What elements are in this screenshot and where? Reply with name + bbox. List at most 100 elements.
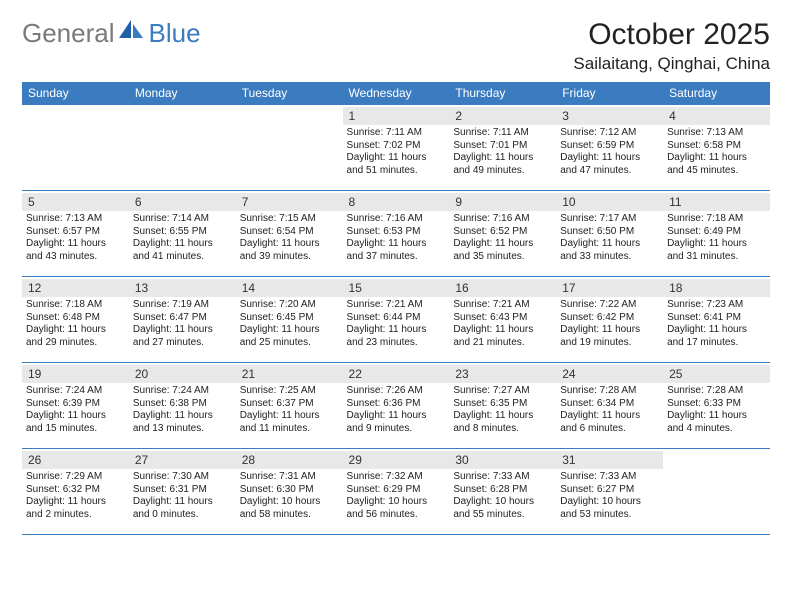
calendar-body: 1 Sunrise: 7:11 AMSunset: 7:02 PMDaylight… xyxy=(22,105,770,535)
day-details: Sunrise: 7:11 AMSunset: 7:02 PMDaylight:… xyxy=(347,127,446,177)
day-number: 25 xyxy=(663,365,770,383)
day-details: Sunrise: 7:24 AMSunset: 6:38 PMDaylight:… xyxy=(133,385,232,435)
day-details: Sunrise: 7:25 AMSunset: 6:37 PMDaylight:… xyxy=(240,385,339,435)
day-number: 4 xyxy=(663,107,770,125)
calendar-header-row: SundayMondayTuesdayWednesdayThursdayFrid… xyxy=(22,82,770,105)
day-number: 20 xyxy=(129,365,236,383)
calendar-page: General Blue October 2025 Sailaitang, Qi… xyxy=(0,0,792,612)
day-number: 3 xyxy=(556,107,663,125)
calendar-day-cell: 8 Sunrise: 7:16 AMSunset: 6:53 PMDaylight… xyxy=(343,191,450,277)
day-details: Sunrise: 7:26 AMSunset: 6:36 PMDaylight:… xyxy=(347,385,446,435)
day-details: Sunrise: 7:21 AMSunset: 6:43 PMDaylight:… xyxy=(453,299,552,349)
calendar-day-cell: 15Sunrise: 7:21 AMSunset: 6:44 PMDayligh… xyxy=(343,277,450,363)
day-number xyxy=(129,107,236,111)
day-number: 6 xyxy=(129,193,236,211)
day-number xyxy=(663,451,770,455)
day-details: Sunrise: 7:24 AMSunset: 6:39 PMDaylight:… xyxy=(26,385,125,435)
calendar-day-cell: 14Sunrise: 7:20 AMSunset: 6:45 PMDayligh… xyxy=(236,277,343,363)
day-number xyxy=(22,107,129,111)
title-block: October 2025 Sailaitang, Qinghai, China xyxy=(573,18,770,74)
calendar-week-row: 19 Sunrise: 7:24 AMSunset: 6:39 PMDayligh… xyxy=(22,363,770,449)
calendar-day-cell: 17 Sunrise: 7:22 AMSunset: 6:42 PMDayligh… xyxy=(556,277,663,363)
day-header: Tuesday xyxy=(236,82,343,105)
day-number xyxy=(236,107,343,111)
day-header: Sunday xyxy=(22,82,129,105)
day-details: Sunrise: 7:33 AMSunset: 6:27 PMDaylight:… xyxy=(560,471,659,521)
location: Sailaitang, Qinghai, China xyxy=(573,54,770,74)
day-details: Sunrise: 7:16 AMSunset: 6:52 PMDaylight:… xyxy=(453,213,552,263)
day-number: 22 xyxy=(343,365,450,383)
day-number: 23 xyxy=(449,365,556,383)
day-number: 14 xyxy=(236,279,343,297)
calendar-week-row: 1 Sunrise: 7:11 AMSunset: 7:02 PMDaylight… xyxy=(22,105,770,191)
day-number: 7 xyxy=(236,193,343,211)
day-details: Sunrise: 7:31 AMSunset: 6:30 PMDaylight:… xyxy=(240,471,339,521)
logo-text-blue: Blue xyxy=(149,18,201,49)
calendar-day-cell: 31 Sunrise: 7:33 AMSunset: 6:27 PMDayligh… xyxy=(556,449,663,535)
day-number: 1 xyxy=(343,107,450,125)
day-details: Sunrise: 7:22 AMSunset: 6:42 PMDaylight:… xyxy=(560,299,659,349)
calendar-table: SundayMondayTuesdayWednesdayThursdayFrid… xyxy=(22,82,770,535)
calendar-day-cell: 7Sunrise: 7:15 AMSunset: 6:54 PMDaylight… xyxy=(236,191,343,277)
calendar-day-cell: 19 Sunrise: 7:24 AMSunset: 6:39 PMDayligh… xyxy=(22,363,129,449)
day-details: Sunrise: 7:12 AMSunset: 6:59 PMDaylight:… xyxy=(560,127,659,177)
day-number: 16 xyxy=(449,279,556,297)
calendar-day-cell: 2Sunrise: 7:11 AMSunset: 7:01 PMDaylight… xyxy=(449,105,556,191)
day-header: Friday xyxy=(556,82,663,105)
calendar-day-cell: 4Sunrise: 7:13 AMSunset: 6:58 PMDaylight… xyxy=(663,105,770,191)
day-details: Sunrise: 7:18 AMSunset: 6:48 PMDaylight:… xyxy=(26,299,125,349)
calendar-day-cell: 28Sunrise: 7:31 AMSunset: 6:30 PMDayligh… xyxy=(236,449,343,535)
calendar-day-cell: 30Sunrise: 7:33 AMSunset: 6:28 PMDayligh… xyxy=(449,449,556,535)
day-details: Sunrise: 7:28 AMSunset: 6:33 PMDaylight:… xyxy=(667,385,766,435)
calendar-day-cell: 1 Sunrise: 7:11 AMSunset: 7:02 PMDaylight… xyxy=(343,105,450,191)
day-number: 12 xyxy=(22,279,129,297)
day-number: 29 xyxy=(343,451,450,469)
day-number: 21 xyxy=(236,365,343,383)
calendar-day-cell: 6 Sunrise: 7:14 AMSunset: 6:55 PMDaylight… xyxy=(129,191,236,277)
day-details: Sunrise: 7:13 AMSunset: 6:57 PMDaylight:… xyxy=(26,213,125,263)
day-details: Sunrise: 7:27 AMSunset: 6:35 PMDaylight:… xyxy=(453,385,552,435)
calendar-day-cell: 16 Sunrise: 7:21 AMSunset: 6:43 PMDayligh… xyxy=(449,277,556,363)
day-number: 18 xyxy=(663,279,770,297)
day-details: Sunrise: 7:21 AMSunset: 6:44 PMDaylight:… xyxy=(347,299,446,349)
day-header: Saturday xyxy=(663,82,770,105)
calendar-day-cell: 12 Sunrise: 7:18 AMSunset: 6:48 PMDayligh… xyxy=(22,277,129,363)
day-details: Sunrise: 7:17 AMSunset: 6:50 PMDaylight:… xyxy=(560,213,659,263)
day-number: 19 xyxy=(22,365,129,383)
day-details: Sunrise: 7:19 AMSunset: 6:47 PMDaylight:… xyxy=(133,299,232,349)
calendar-day-cell xyxy=(22,105,129,191)
calendar-day-cell: 27 Sunrise: 7:30 AMSunset: 6:31 PMDayligh… xyxy=(129,449,236,535)
calendar-day-cell: 3 Sunrise: 7:12 AMSunset: 6:59 PMDaylight… xyxy=(556,105,663,191)
day-details: Sunrise: 7:14 AMSunset: 6:55 PMDaylight:… xyxy=(133,213,232,263)
day-header: Thursday xyxy=(449,82,556,105)
calendar-day-cell: 23 Sunrise: 7:27 AMSunset: 6:35 PMDayligh… xyxy=(449,363,556,449)
day-details: Sunrise: 7:30 AMSunset: 6:31 PMDaylight:… xyxy=(133,471,232,521)
day-number: 17 xyxy=(556,279,663,297)
calendar-day-cell: 10 Sunrise: 7:17 AMSunset: 6:50 PMDayligh… xyxy=(556,191,663,277)
logo-sail-icon xyxy=(119,20,147,47)
day-number: 8 xyxy=(343,193,450,211)
calendar-day-cell xyxy=(663,449,770,535)
day-details: Sunrise: 7:33 AMSunset: 6:28 PMDaylight:… xyxy=(453,471,552,521)
calendar-day-cell: 24Sunrise: 7:28 AMSunset: 6:34 PMDayligh… xyxy=(556,363,663,449)
day-number: 9 xyxy=(449,193,556,211)
day-number: 31 xyxy=(556,451,663,469)
calendar-day-cell: 25 Sunrise: 7:28 AMSunset: 6:33 PMDayligh… xyxy=(663,363,770,449)
calendar-day-cell: 13Sunrise: 7:19 AMSunset: 6:47 PMDayligh… xyxy=(129,277,236,363)
day-details: Sunrise: 7:32 AMSunset: 6:29 PMDaylight:… xyxy=(347,471,446,521)
day-details: Sunrise: 7:18 AMSunset: 6:49 PMDaylight:… xyxy=(667,213,766,263)
month-title: October 2025 xyxy=(573,18,770,52)
calendar-day-cell: 5Sunrise: 7:13 AMSunset: 6:57 PMDaylight… xyxy=(22,191,129,277)
day-number: 10 xyxy=(556,193,663,211)
calendar-day-cell: 20 Sunrise: 7:24 AMSunset: 6:38 PMDayligh… xyxy=(129,363,236,449)
day-number: 26 xyxy=(22,451,129,469)
day-details: Sunrise: 7:16 AMSunset: 6:53 PMDaylight:… xyxy=(347,213,446,263)
calendar-day-cell: 18Sunrise: 7:23 AMSunset: 6:41 PMDayligh… xyxy=(663,277,770,363)
header: General Blue October 2025 Sailaitang, Qi… xyxy=(22,18,770,74)
logo: General Blue xyxy=(22,18,201,49)
logo-text-general: General xyxy=(22,18,115,49)
day-number: 27 xyxy=(129,451,236,469)
calendar-day-cell: 21 Sunrise: 7:25 AMSunset: 6:37 PMDayligh… xyxy=(236,363,343,449)
calendar-week-row: 5Sunrise: 7:13 AMSunset: 6:57 PMDaylight… xyxy=(22,191,770,277)
day-header: Wednesday xyxy=(343,82,450,105)
